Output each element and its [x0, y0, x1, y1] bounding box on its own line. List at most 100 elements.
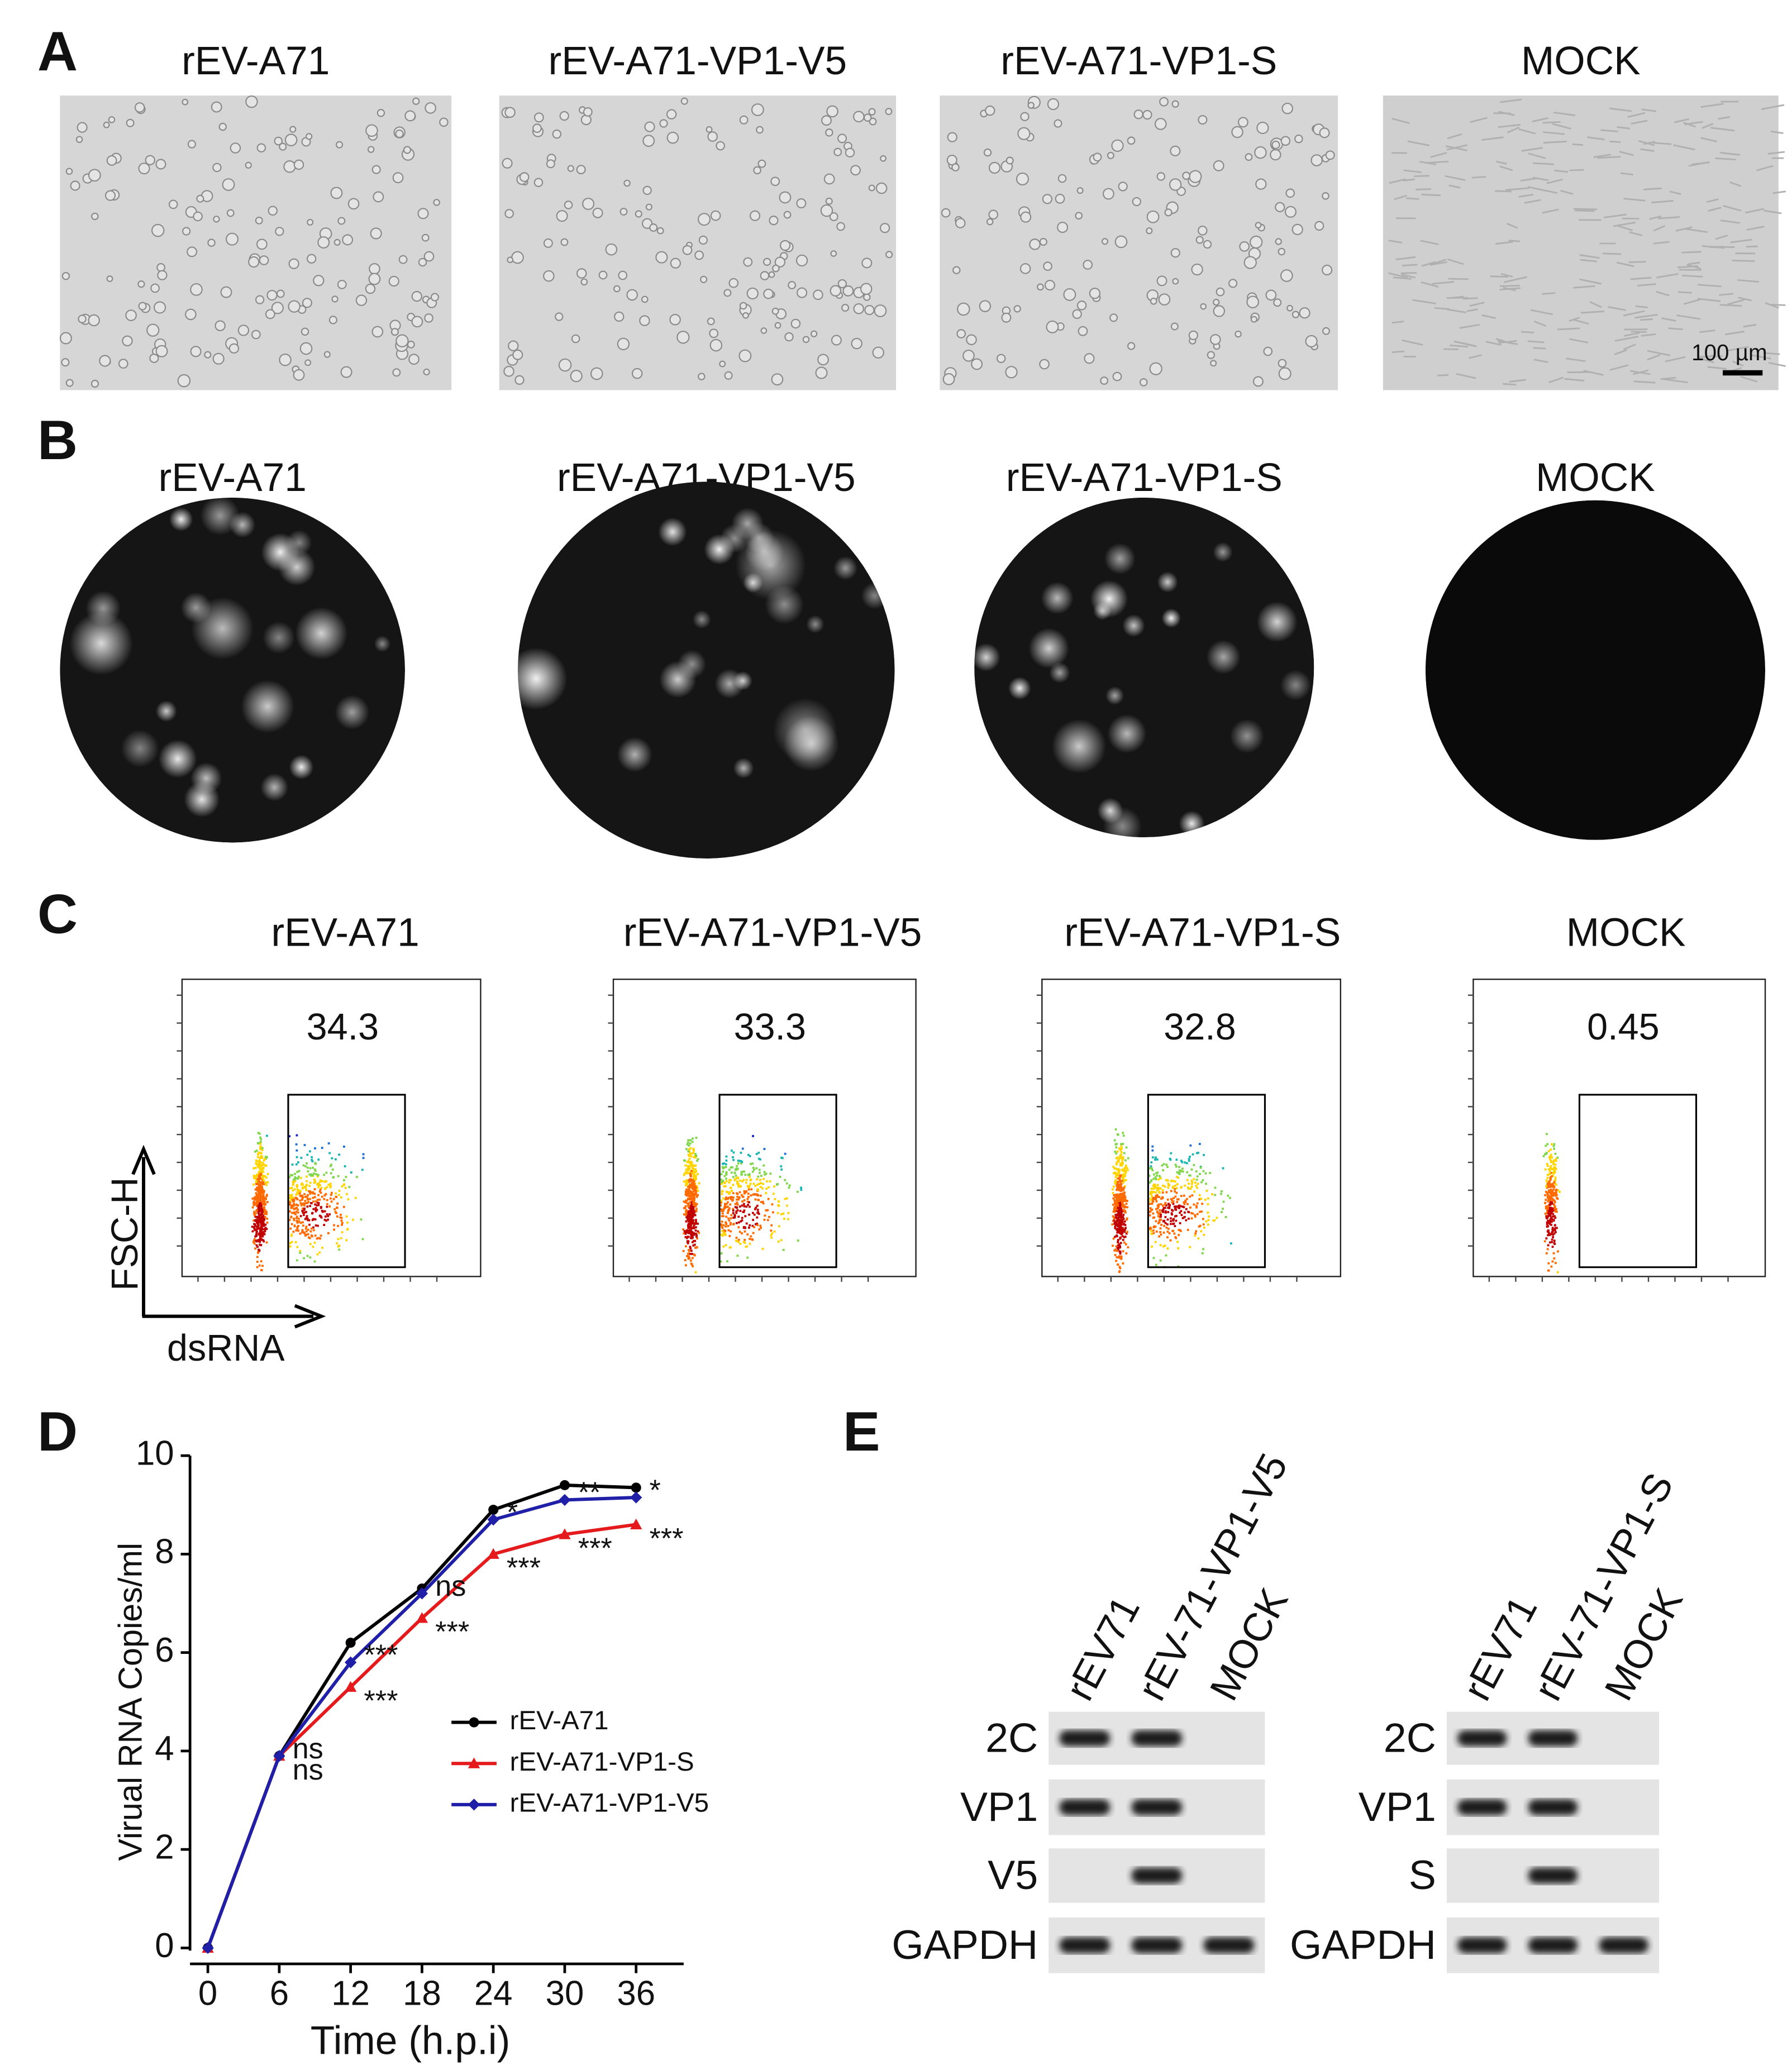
flow-event: [1547, 1196, 1550, 1199]
cell: [276, 289, 285, 298]
flow-event: [1553, 1215, 1556, 1218]
flow-event: [320, 1215, 322, 1218]
cell: [502, 158, 513, 169]
flow-event: [1165, 1254, 1167, 1257]
cell: [1394, 194, 1407, 201]
flow-event: [737, 1162, 740, 1165]
flow-event: [740, 1194, 743, 1196]
cell: [1553, 111, 1576, 117]
cell: [412, 97, 420, 105]
flow-event: [1123, 1185, 1126, 1187]
flow-event: [1552, 1229, 1554, 1232]
flow-event: [1211, 1193, 1213, 1195]
flow-event: [257, 1252, 259, 1254]
flow-event: [305, 1217, 308, 1219]
flow-event: [689, 1229, 692, 1232]
significance-label: ***: [364, 1639, 398, 1672]
cell: [1518, 128, 1536, 135]
cell: [1727, 346, 1749, 352]
flow-event: [769, 1172, 772, 1175]
foci: [1179, 810, 1205, 837]
flow-event: [770, 1234, 773, 1237]
flow-event: [306, 1255, 309, 1257]
flow-event: [1167, 1179, 1169, 1182]
cell: [815, 366, 828, 379]
flow-event: [749, 1242, 751, 1245]
flow-event: [760, 1182, 762, 1185]
cell: [1548, 376, 1564, 383]
marker: [202, 1942, 214, 1954]
flow-event: [1160, 1233, 1162, 1236]
flow-event: [338, 1248, 341, 1251]
flow-event: [1124, 1228, 1127, 1230]
flow-event: [689, 1210, 692, 1213]
flow-event: [1121, 1205, 1123, 1208]
flow-event: [258, 1206, 261, 1209]
cell: [1624, 332, 1640, 337]
flow-event: [253, 1242, 256, 1245]
cell: [1669, 190, 1681, 195]
flow-event: [687, 1185, 689, 1188]
flow-event: [1550, 1220, 1553, 1223]
flow-event: [692, 1234, 694, 1237]
flow-event: [1162, 1163, 1165, 1166]
flow-event: [1113, 1249, 1116, 1252]
flow-event: [304, 1202, 307, 1205]
cell: [1560, 189, 1574, 195]
cell: [417, 208, 429, 220]
cell: [1498, 123, 1521, 128]
flow-event: [748, 1174, 751, 1176]
flow-event: [304, 1218, 307, 1220]
cell: [851, 337, 862, 350]
flow-event: [749, 1182, 752, 1185]
cell: [1579, 278, 1602, 285]
flow-event: [1213, 1219, 1216, 1222]
flow-event: [257, 1164, 260, 1167]
flow-event: [299, 1232, 302, 1235]
flow-event: [1117, 1227, 1119, 1230]
flow-event: [697, 1230, 699, 1233]
flow-event: [345, 1239, 348, 1242]
flow-event: [1554, 1163, 1556, 1166]
flow-event: [725, 1155, 728, 1158]
flow-events: [682, 1135, 803, 1274]
cell: [1770, 130, 1784, 134]
flow-event: [258, 1191, 260, 1194]
cell: [1664, 378, 1688, 384]
flow-event: [1114, 1225, 1117, 1228]
flow-event: [723, 1185, 726, 1187]
flow-event: [299, 1222, 302, 1224]
flow-event: [1191, 1181, 1194, 1184]
flow-event: [1165, 1226, 1168, 1229]
flow-event: [1173, 1197, 1175, 1199]
flow-event: [255, 1174, 258, 1176]
cell: [1676, 314, 1701, 320]
cell: [1597, 156, 1621, 159]
flow-event: [255, 1244, 258, 1247]
cell: [642, 135, 655, 147]
cell: [1146, 227, 1153, 235]
flow-event: [266, 1218, 269, 1220]
cell: [347, 198, 360, 210]
flow-event: [1550, 1223, 1552, 1226]
flow-event: [260, 1145, 262, 1148]
cell: [1250, 235, 1263, 249]
flow-event: [1195, 1205, 1198, 1207]
flow-event: [720, 1173, 723, 1176]
flow-event: [261, 1169, 263, 1172]
cell: [154, 301, 166, 314]
flow-event: [687, 1242, 689, 1244]
cell: [503, 366, 514, 377]
flow-event: [1152, 1196, 1155, 1199]
micrograph: [940, 96, 1338, 390]
flow-event: [259, 1204, 261, 1207]
flow-event: [1119, 1187, 1122, 1190]
flow-event: [761, 1247, 764, 1250]
flow-event: [1546, 1248, 1549, 1251]
flow-event: [1189, 1195, 1192, 1198]
flow-event: [1114, 1167, 1117, 1170]
flow-event: [295, 1229, 298, 1232]
flow-event: [1156, 1171, 1159, 1174]
flow-event: [1120, 1180, 1123, 1182]
flow-event: [1553, 1172, 1556, 1175]
